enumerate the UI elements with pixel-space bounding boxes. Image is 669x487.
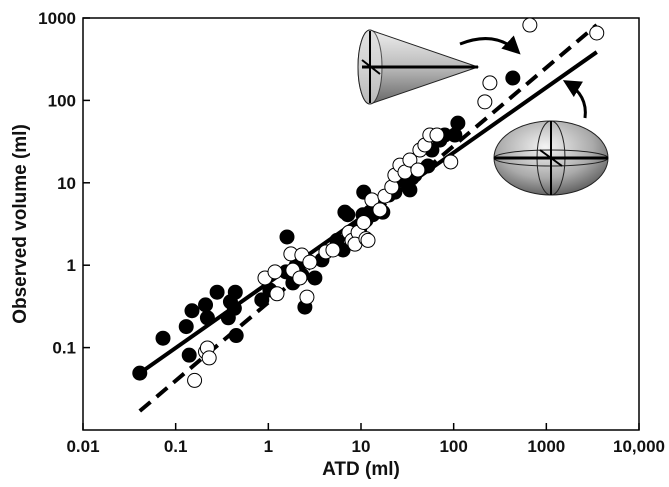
data-point	[181, 347, 197, 363]
data-point	[279, 229, 295, 245]
data-point	[227, 284, 243, 300]
x-tick-label: 0.01	[66, 437, 99, 456]
data-point	[429, 127, 445, 143]
y-axis-title: Observed volume (ml)	[10, 124, 31, 324]
data-point	[477, 94, 493, 110]
data-point	[410, 162, 426, 178]
y-tick-label: 0.1	[52, 339, 76, 358]
data-point	[522, 17, 538, 33]
data-point	[325, 242, 341, 258]
data-point	[402, 152, 418, 168]
arrow	[459, 35, 521, 55]
data-point	[482, 75, 498, 91]
x-tick-label: 1000	[527, 437, 565, 456]
x-tick-label: 10	[352, 437, 371, 456]
data-point	[356, 214, 372, 230]
data-point	[184, 303, 200, 319]
data-point	[360, 232, 376, 248]
data-point	[302, 254, 318, 270]
data-point	[443, 154, 459, 170]
data-point	[228, 328, 244, 344]
data-point	[292, 270, 308, 286]
data-point	[254, 292, 270, 308]
cone-icon	[357, 29, 480, 105]
x-tick-label: 0.1	[164, 437, 188, 456]
ellipsoid-icon	[493, 120, 609, 196]
x-tick-label: 10,000	[613, 437, 665, 456]
y-tick-label: 1000	[38, 9, 76, 28]
arrow	[562, 80, 587, 119]
data-point	[201, 350, 217, 366]
data-point	[307, 270, 323, 286]
data-point	[372, 202, 388, 218]
y-tick-label: 1	[67, 256, 76, 275]
data-point	[269, 286, 285, 302]
data-point	[226, 300, 242, 316]
plot-marks	[132, 17, 605, 413]
x-tick-label: 100	[439, 437, 467, 456]
data-point	[155, 330, 171, 346]
data-point	[209, 284, 225, 300]
data-point	[450, 115, 466, 131]
data-point	[505, 70, 521, 86]
data-point	[299, 289, 315, 305]
data-point	[187, 372, 203, 388]
x-tick-label: 1	[264, 437, 273, 456]
data-point	[178, 319, 194, 335]
data-point	[198, 297, 214, 313]
data-point	[589, 25, 605, 41]
y-tick-label: 10	[57, 174, 76, 193]
data-point	[132, 365, 148, 381]
data-point	[340, 207, 356, 223]
x-axis-title: ATD (ml)	[322, 459, 400, 480]
data-point	[199, 310, 215, 326]
y-tick-label: 100	[48, 91, 76, 110]
data-point	[267, 264, 283, 280]
